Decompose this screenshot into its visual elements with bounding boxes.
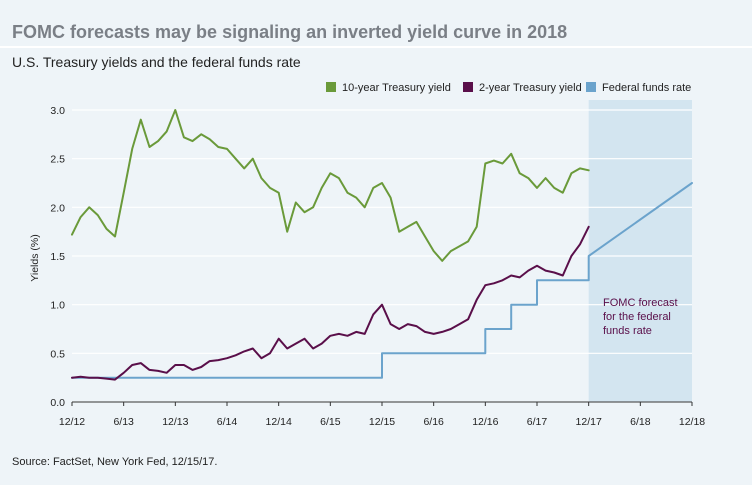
x-tick-label: 12/12 [59, 416, 85, 428]
ten-year-line [71, 109, 590, 262]
axis-ticks: 0.0 0.5 1.0 1.5 2.0 2.5 3.0 12/12 6/13 12/13 6/14 1… [50, 105, 705, 428]
y-tick-label: 3.0 [50, 105, 65, 117]
legend-swatch-ten-year [326, 82, 336, 92]
x-tick-label: 12/13 [162, 416, 188, 428]
x-tick-label: 12/17 [576, 416, 602, 428]
x-tick-label: 6/18 [630, 416, 651, 428]
x-tick-label: 12/16 [472, 416, 498, 428]
x-tick-label: 12/18 [679, 416, 705, 428]
legend-swatch-fed-funds [586, 82, 596, 92]
annotation-line-2: for the federal [603, 311, 671, 323]
fed-funds-line [71, 182, 693, 379]
y-tick-label: 1.0 [50, 300, 65, 312]
x-tick-label: 12/15 [369, 416, 395, 428]
y-tick-label: 1.5 [50, 251, 65, 263]
annotation-line-3: funds rate [603, 325, 652, 337]
x-tick-label: 6/14 [217, 416, 238, 428]
legend-label-two-year: 2-year Treasury yield [479, 82, 582, 94]
legend-item-two-year: 2-year Treasury yield [463, 82, 582, 94]
legend-label-fed-funds: Federal funds rate [602, 82, 691, 94]
x-tick-label: 6/13 [113, 416, 134, 428]
chart-subtitle: U.S. Treasury yields and the federal fun… [12, 54, 301, 70]
legend-item-fed-funds: Federal funds rate [586, 82, 691, 94]
forecast-annotation: FOMC forecast for the federal funds rate [603, 297, 678, 337]
y-axis-label: Yields (%) [29, 234, 41, 281]
x-tick-label: 6/16 [423, 416, 444, 428]
chart-title: FOMC forecasts may be signaling an inver… [12, 22, 567, 42]
x-tick-label: 12/14 [266, 416, 292, 428]
two-year-line [71, 225, 590, 381]
annotation-line-1: FOMC forecast [603, 297, 678, 309]
legend-swatch-two-year [463, 82, 473, 92]
x-tick-label: 6/15 [320, 416, 341, 428]
series-lines [71, 109, 693, 381]
y-tick-label: 2.0 [50, 202, 65, 214]
x-tick-label: 6/17 [527, 416, 548, 428]
y-tick-label: 0.0 [50, 397, 65, 409]
y-tick-label: 2.5 [50, 154, 65, 166]
source-note: Source: FactSet, New York Fed, 12/15/17. [12, 456, 217, 468]
legend-label-ten-year: 10-year Treasury yield [342, 82, 451, 94]
y-tick-label: 0.5 [50, 348, 65, 360]
forecast-shade [588, 100, 692, 402]
legend-item-ten-year: 10-year Treasury yield [326, 82, 451, 94]
legend: 10-year Treasury yield 2-year Treasury y… [326, 82, 691, 94]
